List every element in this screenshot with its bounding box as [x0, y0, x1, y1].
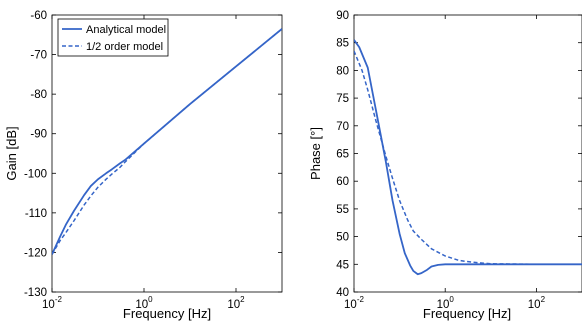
- phase-x-axis-label: Frequency [Hz]: [423, 306, 511, 321]
- gain-legend: Analytical model 1/2 order model: [57, 18, 169, 57]
- gain-y-ticks: -130 -120 -110 -100 -90 -80 -70 -60: [24, 10, 282, 299]
- gain-y-tick-label: -90: [30, 129, 47, 141]
- gain-y-tick-label: -70: [30, 50, 47, 62]
- gain-x-tick-label: 102: [227, 295, 245, 311]
- gain-y-tick-label: -110: [25, 208, 47, 220]
- legend-label-half-order: 1/2 order model: [86, 41, 163, 53]
- phase-y-axis-label: Phase [°]: [308, 127, 323, 180]
- phase-y-tick-label: 40: [336, 287, 349, 299]
- gain-y-tick-label: -120: [24, 247, 47, 259]
- gain-chart: -130-120-110-100-90-80-70-60 10-2 100 102 …: [4, 10, 283, 321]
- phase-plot-frame: [353, 14, 582, 293]
- phase-y-tick-label: 90: [336, 10, 349, 22]
- phase-y-tick-label: 85: [336, 38, 349, 50]
- phase-y-tick-label: 70: [336, 121, 349, 133]
- gain-y-tick-label: -100: [24, 168, 47, 180]
- gain-y-tick-label: -130: [24, 287, 47, 299]
- phase-chart: 40 45 50 55 60 65 70 75 80 85 90 10-2 100 102 Freque…: [308, 10, 582, 321]
- phase-y-tick-label: 65: [336, 149, 349, 161]
- gain-x-ticks: 10-2 100 102: [42, 15, 245, 311]
- phase-x-tick-label: 102: [528, 295, 546, 311]
- phase-y-tick-label: 45: [336, 259, 349, 271]
- legend-box: [57, 18, 169, 57]
- gain-y-tick-label: -80: [30, 89, 47, 101]
- gain-y-tick-label: -60: [30, 10, 47, 22]
- gain-x-axis-label: Frequency [Hz]: [123, 306, 211, 321]
- gain-y-axis-label: Gain [dB]: [4, 126, 19, 180]
- legend-label-analytical: Analytical model: [86, 24, 166, 36]
- phase-y-tick-label: 60: [336, 176, 349, 188]
- phase-series-analytical: [354, 39, 582, 276]
- phase-series-half-order: [354, 50, 582, 266]
- phase-x-ticks: 10-2 100 102: [344, 15, 546, 311]
- gain-plot-frame: [51, 14, 283, 293]
- phase-y-tick-label: 80: [336, 65, 349, 77]
- phase-y-ticks: 40 45 50 55 60 65 70 75 80 85 90: [336, 10, 582, 299]
- phase-y-tick-label: 50: [336, 232, 349, 244]
- gain-series-half-order: [52, 28, 282, 255]
- phase-y-tick-label: 55: [336, 204, 349, 216]
- phase-y-tick-label: 75: [336, 93, 349, 105]
- phase-series: [354, 39, 582, 276]
- gain-series-analytical: [52, 28, 282, 255]
- gain-series: [52, 28, 282, 255]
